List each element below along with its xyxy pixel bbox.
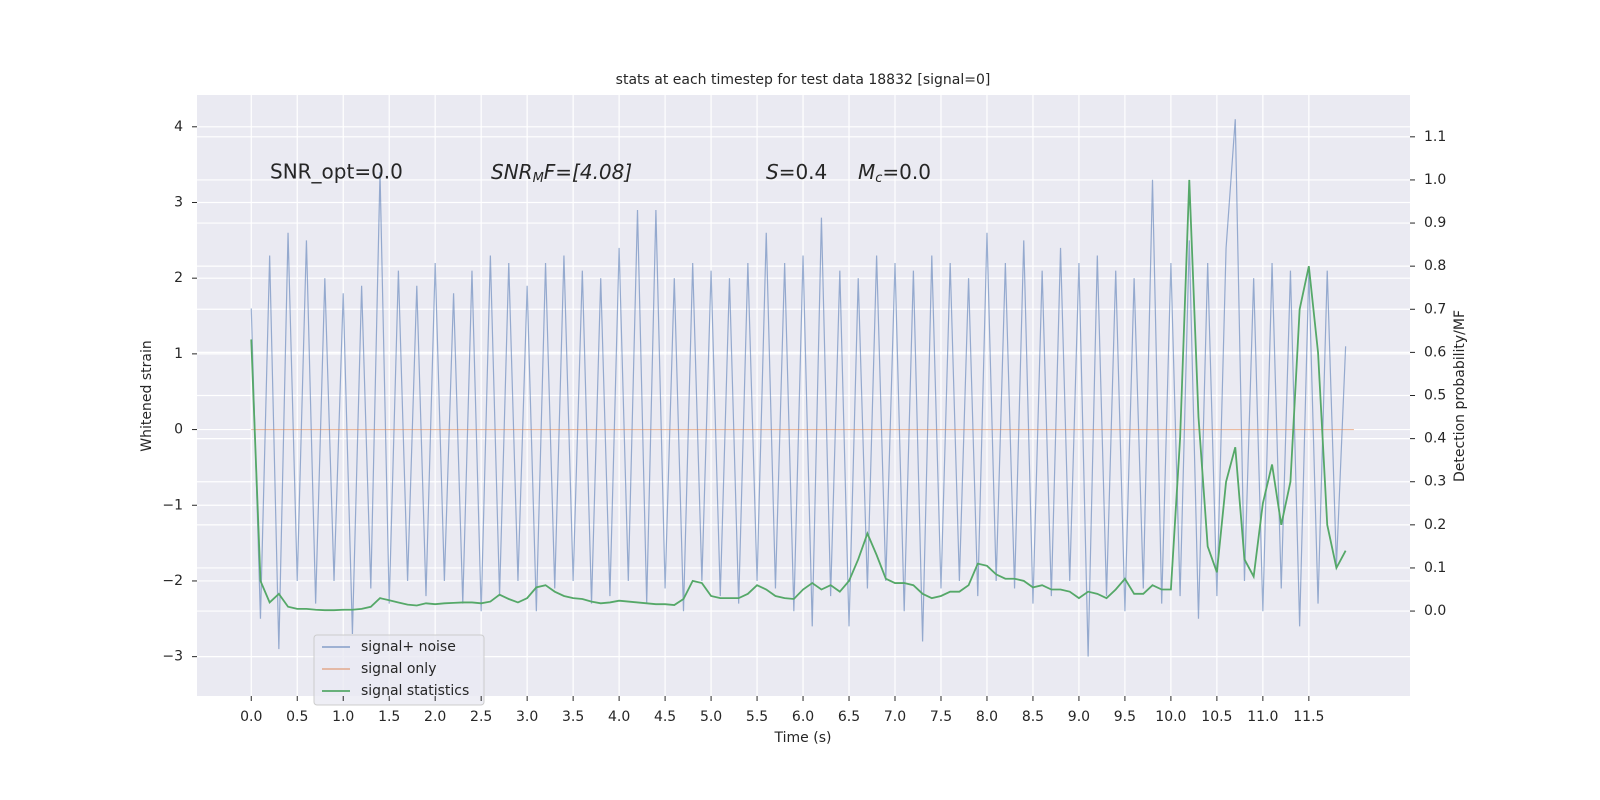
y2-axis-label: Detection probability/MF [1452, 310, 1468, 482]
y-tick-label: 2 [174, 270, 183, 286]
y2-tick-label: 1.0 [1424, 172, 1446, 188]
y2-tick-label: 0.4 [1424, 431, 1446, 447]
y2-tick-label: 1.1 [1424, 129, 1446, 145]
annotation-part: =0.0 [882, 160, 931, 184]
chart-title: stats at each timestep for test data 188… [616, 72, 991, 88]
x-tick-label: 7.0 [884, 709, 906, 725]
y2-tick-label: 0.7 [1424, 301, 1446, 317]
annotation-part: M [533, 171, 544, 186]
x-tick-label: 5.0 [700, 709, 722, 725]
y2-tick-label: 0.0 [1424, 603, 1446, 619]
y2-tick-label: 0.2 [1424, 517, 1446, 533]
x-tick-label: 9.5 [1114, 709, 1136, 725]
x-tick-label: 11.5 [1293, 709, 1324, 725]
annotation: Mc=0.0 [858, 160, 931, 186]
x-tick-label: 1.5 [378, 709, 400, 725]
series-line [250, 119, 1347, 657]
y2-tick-label: 0.5 [1424, 388, 1446, 404]
annotation-part: M [858, 160, 875, 184]
x-tick-label: 10.5 [1201, 709, 1232, 725]
annotation: SNR_opt=0.0 [270, 160, 403, 184]
x-tick-label: 0.5 [286, 709, 308, 725]
series-line [250, 179, 1347, 612]
y-tick-label: 0 [174, 422, 183, 438]
x-tick-label: 6.0 [792, 709, 814, 725]
y-tick-label: 4 [174, 119, 183, 135]
x-tick-label: 9.0 [1068, 709, 1090, 725]
y-tick-label: 3 [174, 194, 183, 210]
y2-tick-label: 0.8 [1424, 258, 1446, 274]
y2-tick-label: 0.6 [1424, 344, 1446, 360]
legend-label: signal only [361, 661, 436, 677]
y-tick-label: −3 [162, 649, 183, 665]
x-tick-label: 7.5 [930, 709, 952, 725]
annotation-part: F=[4.08] [544, 160, 632, 184]
x-tick-label: 2.0 [424, 709, 446, 725]
annotation-part: SNR [491, 160, 533, 184]
x-tick-label: 8.0 [976, 709, 998, 725]
x-tick-label: 1.0 [332, 709, 354, 725]
x-tick-label: 10.0 [1155, 709, 1186, 725]
annotation-part: S [766, 160, 779, 184]
x-tick-label: 6.5 [838, 709, 860, 725]
x-tick-label: 4.5 [654, 709, 676, 725]
x-axis-label: Time (s) [774, 730, 832, 746]
legend-box [313, 634, 485, 706]
x-tick-label: 4.0 [608, 709, 630, 725]
x-tick-label: 11.0 [1247, 709, 1278, 725]
legend-label: signal+ noise [361, 639, 456, 655]
y2-tick-label: 0.3 [1424, 474, 1446, 490]
y-tick-label: 1 [174, 346, 183, 362]
x-tick-label: 2.5 [470, 709, 492, 725]
annotation: S=0.4 [766, 160, 827, 184]
x-tick-label: 5.5 [746, 709, 768, 725]
x-tick-label: 8.5 [1022, 709, 1044, 725]
legend-label: signal statistics [361, 683, 469, 699]
x-tick-label: 3.5 [562, 709, 584, 725]
y-axis-label: Whitened strain [139, 340, 155, 451]
x-tick-label: 3.0 [516, 709, 538, 725]
x-tick-label: 0.0 [240, 709, 262, 725]
annotation-part: =0.4 [779, 160, 828, 184]
y2-tick-label: 0.1 [1424, 560, 1446, 576]
y2-tick-label: 0.9 [1424, 215, 1446, 231]
y-tick-label: −2 [162, 573, 183, 589]
annotation: SNRMF=[4.08] [491, 160, 632, 186]
y-tick-label: −1 [162, 497, 183, 513]
annotation-part: c [875, 171, 882, 186]
